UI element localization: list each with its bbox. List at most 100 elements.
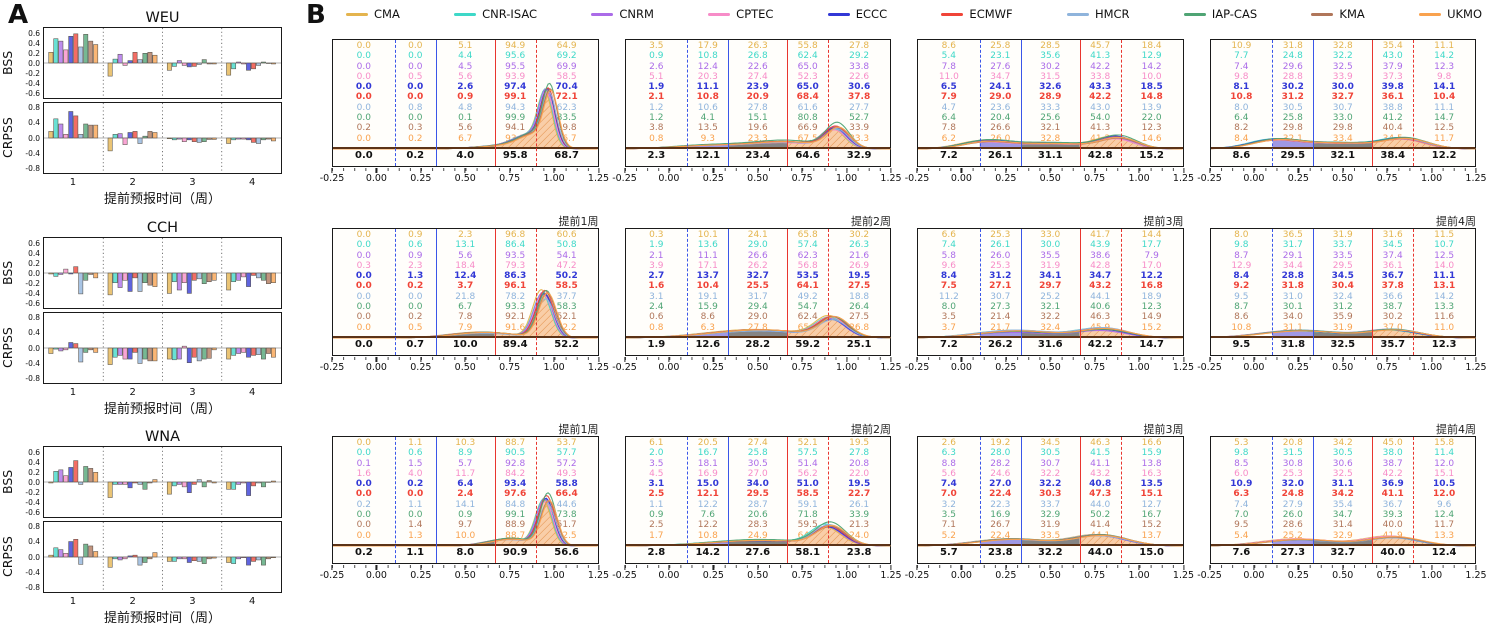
legend-line-swatch: [454, 13, 476, 16]
x-tick-label: 0.50: [747, 570, 768, 581]
x-tick-label: 1.00: [1421, 570, 1442, 581]
stat-value: 24.6: [990, 469, 1010, 479]
stat-value: 96.8: [505, 230, 525, 240]
stat-value: 45.7: [1090, 41, 1110, 51]
stat-value: 13.6: [698, 240, 718, 250]
stat-value: 2.6: [649, 62, 663, 72]
stat-value: 30.6: [1333, 459, 1353, 469]
stat-value: 41.7: [1090, 230, 1110, 240]
stat-value: 33.5: [1333, 251, 1353, 261]
stat-value: 65.0: [798, 62, 818, 72]
region-title: WNA: [43, 429, 282, 446]
stat-value: 5.4: [942, 51, 956, 61]
stat-value: 36.5: [1283, 230, 1303, 240]
x-tick-label: 3: [189, 596, 195, 607]
stat-value: 7.9: [1144, 251, 1158, 261]
x-tick-label: 1.00: [836, 570, 857, 581]
stat-value: 8.8: [942, 459, 956, 469]
stat-value: 19.5: [849, 438, 869, 448]
ensemble-value: 68.7: [554, 150, 579, 161]
legend-label: CNRM: [619, 7, 654, 21]
stat-value: 7.8: [942, 62, 956, 72]
stat-value: 35.6: [1040, 51, 1060, 61]
y-axis-label: CRPSS: [0, 521, 15, 593]
x-tick-label: 0.25: [995, 570, 1016, 581]
x-tick-label: 3: [189, 387, 195, 398]
stat-value: 0.0: [357, 72, 371, 82]
subplot-title: 提前4周: [1210, 423, 1477, 436]
stat-value: 14.2: [1142, 62, 1162, 72]
ensemble-value: 44.0: [1088, 547, 1113, 558]
x-tick-label: 1.00: [544, 173, 565, 184]
x-tick-label: 0.25: [703, 362, 724, 373]
x-tick-label: 0.50: [1040, 173, 1061, 184]
y-axis-label: BSS: [0, 237, 15, 309]
stat-value: 9.8: [1234, 240, 1248, 250]
stat-value: 56.8: [798, 261, 818, 271]
red-dashed-threshold-line: [536, 40, 537, 166]
stat-value: 0.0: [357, 448, 371, 458]
y-tick-label: -0.8: [25, 164, 40, 173]
stat-value: 10.8: [698, 51, 718, 61]
ensemble-value: 32.2: [1038, 547, 1063, 558]
red-dashed-threshold-line: [1121, 40, 1122, 166]
y-axis-label: BSS: [0, 446, 15, 518]
x-tick-label: 0.75: [792, 362, 813, 373]
stat-value: 31.5: [1283, 448, 1303, 458]
ensemble-value: 31.1: [1038, 150, 1063, 161]
y-axis-label: CRPSS: [0, 312, 15, 384]
stat-value: 11.7: [455, 469, 475, 479]
stat-value: 65.8: [798, 230, 818, 240]
stat-value: 5.6: [942, 469, 956, 479]
legend-item-ecmwf: ECMWF: [941, 7, 1012, 21]
stat-value: 57.7: [557, 448, 577, 458]
blue-solid-threshold-line: [1313, 40, 1314, 166]
stat-value: 22.6: [849, 72, 869, 82]
bars-svg: [44, 447, 281, 517]
stat-value: 36.1: [1383, 261, 1403, 271]
stat-value: 28.0: [990, 448, 1010, 458]
stat-value: 29.6: [1283, 62, 1303, 72]
x-tick-label: -0.25: [320, 173, 345, 184]
stat-value: 38.7: [1383, 459, 1403, 469]
stat-value: 2.3: [408, 261, 422, 271]
ensemble-value: 25.1: [847, 339, 872, 350]
x-tick-label: 0.00: [366, 362, 387, 373]
ensemble-value: 2.8: [647, 547, 665, 558]
stat-value: 27.4: [748, 72, 768, 82]
ensemble-value: 42.2: [1088, 339, 1113, 350]
stat-value: 32.8: [1333, 41, 1353, 51]
x-tick-label: 0.75: [792, 173, 813, 184]
blue-dashed-threshold-line: [980, 40, 981, 166]
stat-value: 30.8: [1283, 459, 1303, 469]
blue-dashed-threshold-line: [687, 437, 688, 563]
red-dashed-threshold-line: [1121, 229, 1122, 355]
x-tick-label: -0.25: [905, 570, 930, 581]
x-tick-label: 1: [70, 596, 76, 607]
x-tick-label: 1.25: [588, 173, 609, 184]
blue-solid-threshold-line: [1313, 437, 1314, 563]
density-curves: [333, 272, 598, 338]
stat-value: 45.0: [1383, 438, 1403, 448]
x-tick-label: 1.00: [544, 362, 565, 373]
stat-value: 32.5: [1333, 469, 1353, 479]
x-tick-label: -0.25: [905, 173, 930, 184]
x-tick-label: 0.50: [455, 173, 476, 184]
